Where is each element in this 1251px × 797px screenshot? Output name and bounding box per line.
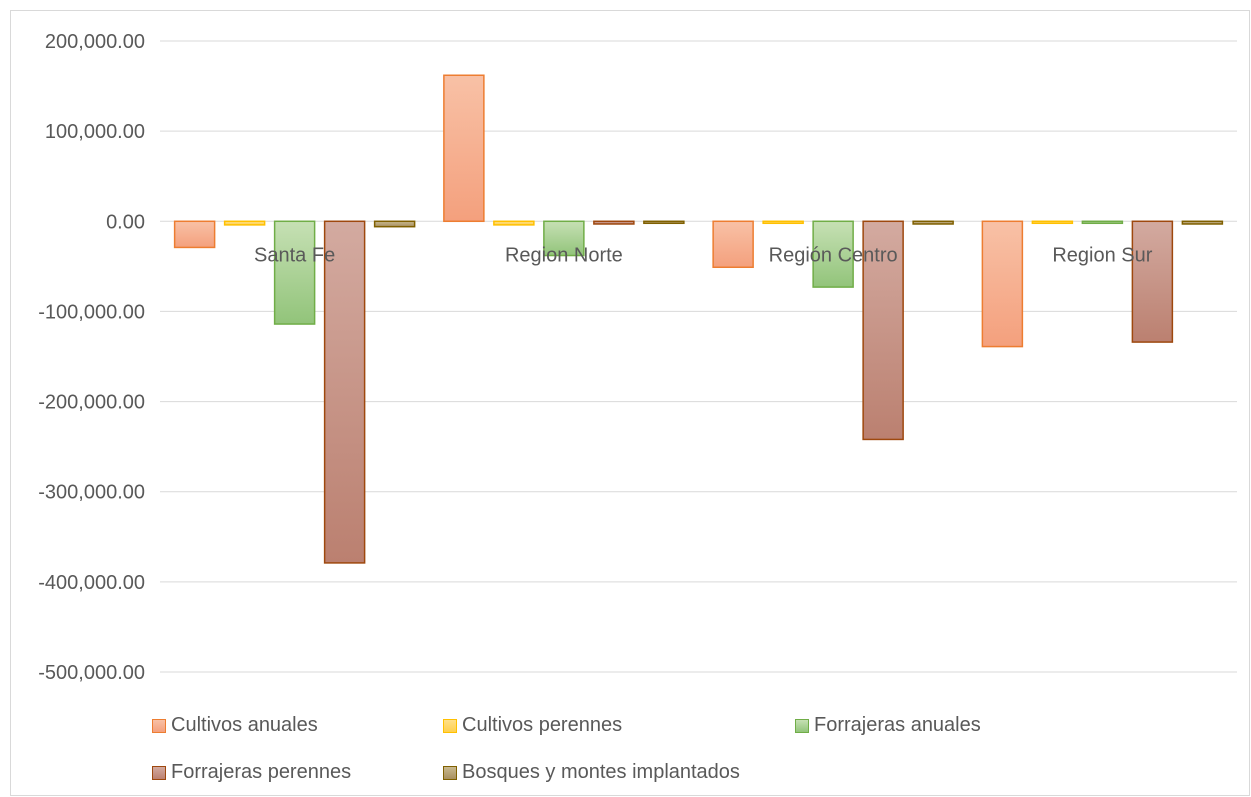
bar-forrajeras-perennes-0 [323, 220, 366, 564]
bar-cultivos-anuales-3 [981, 220, 1024, 348]
legend-swatch [443, 718, 457, 733]
y-axis-tick-labels: 200,000.00 100,000.00 0.00 -100,000.00 -200,… [38, 31, 145, 684]
y-tick-label: 0.00 [106, 211, 145, 233]
bar-cultivos-perennes-2 [762, 220, 804, 225]
bar-forrajeras-anuales-2 [812, 220, 854, 288]
legend-label: Cultivos perennes [462, 714, 623, 736]
legend-swatch [443, 765, 457, 780]
legend-label: Forrajeras perennes [171, 761, 352, 783]
chart-frame [10, 10, 1250, 796]
legend-label: Bosques y montes implantados [462, 761, 740, 783]
category-labels: Santa Fe Region Norte Región Centro Region … [254, 244, 1153, 266]
y-tick-label: -200,000.00 [38, 392, 145, 414]
legend-item: Forrajeras perennes [152, 761, 351, 784]
bar-bosques-y-montes-implantados-3 [1181, 220, 1224, 225]
bar-bosques-y-montes-implantados-2 [912, 220, 954, 225]
bar-forrajeras-anuales-3 [1081, 220, 1124, 225]
bar-cultivos-perennes-1 [493, 220, 535, 226]
legend-swatch [152, 718, 166, 733]
bar-cultivos-anuales-1 [443, 74, 485, 223]
legend-item: Cultivos anuales [152, 714, 318, 737]
legend-item: Bosques y montes implantados [443, 761, 740, 784]
y-tick-label: -500,000.00 [38, 662, 145, 684]
y-tick-label: -100,000.00 [38, 301, 145, 323]
bar-bosques-y-montes-implantados-0 [373, 220, 416, 228]
legend-label: Cultivos anuales [171, 714, 318, 736]
bar-cultivos-perennes-3 [1031, 220, 1074, 225]
bars [173, 74, 1224, 564]
y-tick-label: -300,000.00 [38, 482, 145, 504]
legend-swatch [152, 765, 166, 780]
y-tick-label: 100,000.00 [45, 121, 145, 143]
legend-swatch [795, 718, 809, 733]
legend-item: Forrajeras anuales [795, 714, 981, 737]
bar-forrajeras-anuales-0 [273, 220, 316, 325]
bar-forrajeras-perennes-3 [1131, 220, 1174, 343]
category-label: Region Sur [1052, 244, 1152, 266]
bar-forrajeras-anuales-1 [543, 220, 585, 257]
y-tick-label: 200,000.00 [45, 31, 145, 53]
bar-cultivos-perennes-0 [223, 220, 266, 226]
y-tick-label: -400,000.00 [38, 572, 145, 594]
bar-forrajeras-perennes-1 [593, 220, 635, 225]
legend-item: Cultivos perennes [443, 714, 622, 737]
bar-forrajeras-perennes-2 [862, 220, 904, 441]
category-label: Santa Fe [254, 244, 335, 266]
gridlines [160, 40, 1237, 673]
bar-bosques-y-montes-implantados-1 [643, 220, 685, 225]
category-label: Region Norte [505, 244, 623, 266]
bar-cultivos-anuales-2 [712, 220, 754, 269]
category-label: Región Centro [769, 244, 898, 266]
bar-cultivos-anuales-0 [173, 220, 216, 249]
legend-label: Forrajeras anuales [814, 714, 981, 736]
